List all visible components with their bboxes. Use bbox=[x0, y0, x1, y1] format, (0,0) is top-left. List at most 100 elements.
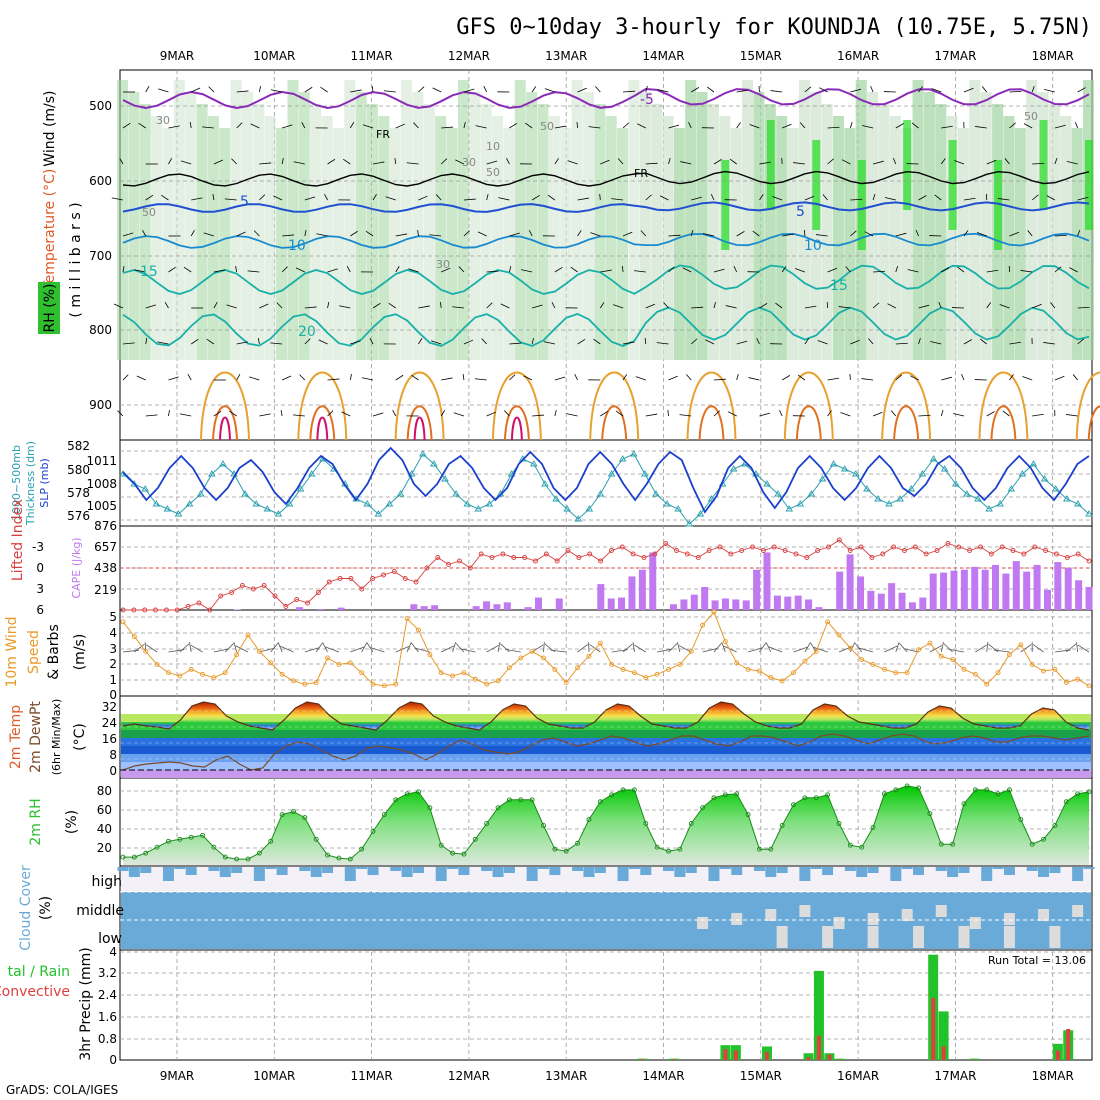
wind10-barb bbox=[233, 642, 238, 653]
thickness-point bbox=[241, 490, 249, 497]
rh2m-point bbox=[1029, 841, 1035, 847]
wind-barb bbox=[850, 88, 862, 93]
wind-barb bbox=[362, 124, 374, 129]
lifted-index-point bbox=[728, 551, 734, 557]
wind-barb bbox=[463, 198, 476, 201]
lifted-index-point bbox=[446, 562, 452, 567]
rh-shading-column bbox=[1071, 128, 1083, 360]
wind-barb bbox=[439, 301, 442, 309]
cape-bar bbox=[1012, 561, 1020, 610]
wind10-speed-point bbox=[802, 658, 808, 664]
wind-barb bbox=[668, 375, 678, 381]
thickness-tick: 580 bbox=[67, 463, 90, 477]
temp-contour-label: 20 bbox=[298, 324, 316, 340]
cape-bar bbox=[867, 590, 875, 610]
thickness-point bbox=[674, 505, 682, 512]
wind10-barb bbox=[577, 644, 589, 653]
wind-barb bbox=[281, 266, 288, 273]
wind10-barb bbox=[589, 644, 601, 653]
wind-barb bbox=[850, 230, 857, 237]
lifted-index-point bbox=[185, 604, 191, 609]
temp-contour-25-arch bbox=[200, 371, 250, 441]
slp-tick: 1005 bbox=[86, 499, 117, 513]
high-cloud-bar bbox=[492, 867, 504, 877]
wind-barb bbox=[872, 302, 880, 309]
cape-bar bbox=[846, 554, 854, 610]
wind-barb bbox=[304, 196, 316, 201]
cape-bar bbox=[337, 607, 345, 610]
rh2m-point bbox=[325, 852, 331, 858]
rh-shading-column bbox=[367, 104, 379, 360]
rh-shading-column bbox=[707, 104, 719, 360]
wind-barb bbox=[804, 305, 817, 309]
cape-bar bbox=[618, 597, 626, 610]
rh-shading-column bbox=[1037, 92, 1049, 360]
rh-shading-column bbox=[571, 80, 583, 360]
thickness-point bbox=[563, 505, 571, 512]
high-cloud-bar bbox=[890, 867, 902, 881]
wind10-speed-point bbox=[609, 662, 615, 667]
rh2m-point bbox=[688, 821, 694, 826]
high-cloud-bar bbox=[356, 867, 368, 869]
wind10-barb bbox=[500, 643, 510, 653]
thickness-point bbox=[152, 500, 161, 507]
wind-barb bbox=[827, 126, 840, 129]
lifted-index-point bbox=[261, 583, 267, 588]
lifted-index-point bbox=[847, 548, 853, 553]
wind-barb bbox=[249, 376, 260, 381]
rh-shading-column bbox=[628, 80, 640, 360]
wind10-speed-point bbox=[916, 647, 921, 653]
wind-barb bbox=[318, 339, 328, 345]
wind-barb bbox=[224, 198, 237, 201]
wind-barb bbox=[849, 121, 853, 129]
wind-barb bbox=[122, 122, 131, 129]
lifted-index-point bbox=[576, 555, 582, 560]
wind-barb bbox=[504, 410, 510, 417]
temp-contour-25-arch bbox=[394, 371, 445, 441]
wind10-speed-point bbox=[745, 666, 751, 672]
wind-barb bbox=[432, 87, 442, 93]
wind10-barb bbox=[813, 646, 828, 653]
temp-contour-25-arch bbox=[1075, 371, 1100, 441]
cape-bar bbox=[1064, 567, 1072, 610]
wind-barb bbox=[213, 159, 223, 165]
thickness-point bbox=[485, 500, 494, 507]
wind-barb bbox=[736, 373, 739, 381]
wind-barb bbox=[187, 374, 192, 381]
rh2m-point bbox=[120, 854, 126, 860]
date-label-top: 17MAR bbox=[934, 49, 976, 63]
wind-barb bbox=[659, 195, 669, 201]
rh-high-cell bbox=[994, 160, 1003, 250]
wind-barb bbox=[793, 162, 805, 165]
wind-barb bbox=[1009, 90, 1022, 93]
precip-axis-label: 3hr Precip (mm) bbox=[78, 947, 94, 1060]
slp-line bbox=[122, 446, 1090, 514]
high-cloud-bar bbox=[765, 867, 777, 877]
wind-barb bbox=[688, 121, 692, 129]
wind10-barb bbox=[259, 647, 275, 653]
lifted-index-point bbox=[554, 558, 560, 564]
wind10-barb bbox=[1077, 644, 1090, 653]
wind-barb bbox=[576, 121, 578, 129]
wind-barb bbox=[566, 413, 578, 417]
date-label-bottom: 13MAR bbox=[545, 1069, 587, 1083]
cape-bar bbox=[971, 566, 979, 610]
precip-tick: 2.4 bbox=[98, 988, 117, 1002]
wind-barb bbox=[918, 86, 923, 93]
cape-bar bbox=[1054, 562, 1062, 610]
thickness-point bbox=[885, 500, 893, 507]
date-label-top: 15MAR bbox=[740, 49, 782, 63]
high-cloud-bar bbox=[799, 867, 811, 881]
rh-shading-column bbox=[787, 128, 799, 360]
thickness-slp-labels: 582 580 578 576 1011 1008 1005 876 1000~… bbox=[10, 439, 117, 533]
thickness-point bbox=[263, 505, 272, 512]
cloud-marks bbox=[117, 867, 1095, 949]
rh-shading-column bbox=[912, 80, 924, 360]
wind10-barb bbox=[810, 642, 817, 653]
lifted-index-point bbox=[381, 572, 386, 578]
dewpt2m-label: 2m DewPt bbox=[28, 701, 44, 773]
high-cloud-bar bbox=[617, 867, 629, 881]
rh2m-point bbox=[541, 823, 546, 828]
wind10-speed-point bbox=[893, 670, 899, 676]
lifted-index-point bbox=[902, 548, 907, 553]
